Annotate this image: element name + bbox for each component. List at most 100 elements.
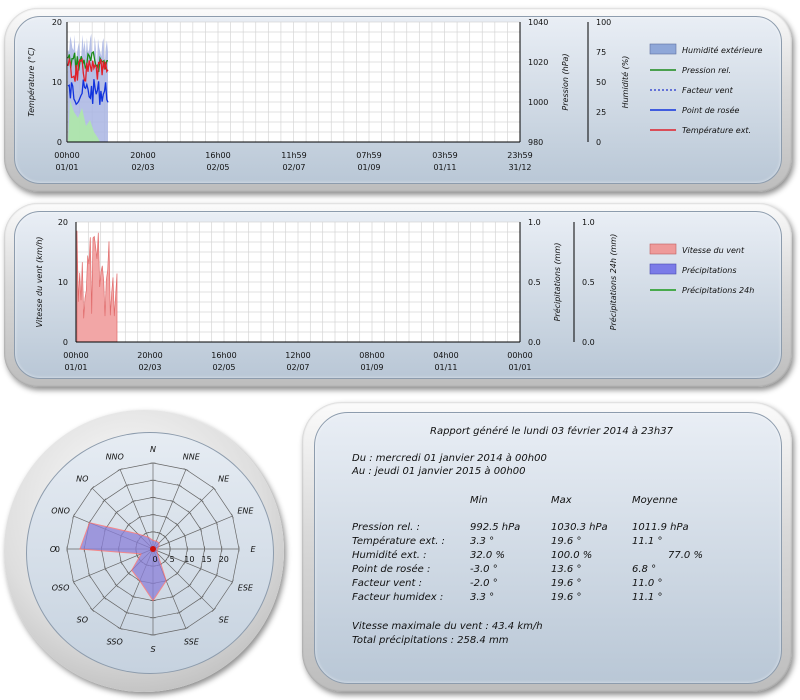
rose-direction-label: SE xyxy=(219,616,230,625)
rose-tick xyxy=(187,510,192,515)
rose-direction-label: NNE xyxy=(183,453,201,462)
rose-ring-label: 0 xyxy=(152,555,157,564)
rose-tick xyxy=(72,513,75,519)
legend-wind-label: Vitesse du vent xyxy=(682,246,745,255)
rose-tick xyxy=(124,611,130,614)
report-wind-max: Vitesse maximale du vent : 43.4 km/h xyxy=(352,621,543,632)
report-row-max: 19.6 ° xyxy=(551,536,582,547)
legend-wind-swatch xyxy=(649,243,677,255)
rose-spoke xyxy=(152,548,215,611)
chart2-x-date: 01/01 xyxy=(508,363,531,372)
rose-tick xyxy=(175,522,180,527)
chart1-yright-label: Humidité (%) xyxy=(620,56,630,109)
dewpoint-line xyxy=(67,79,109,106)
chart2-x-date: 01/09 xyxy=(360,363,383,372)
chart1-x-time: 11h59 xyxy=(281,151,306,160)
chart2-grid xyxy=(75,221,521,343)
rose-tick xyxy=(114,583,119,588)
rose-tick xyxy=(183,468,189,471)
rose-tick xyxy=(117,627,123,630)
legend-rain-label: Précipitations xyxy=(682,265,737,275)
chart1-ymid-tick: 980 xyxy=(528,138,543,147)
chart2-x-date: 02/07 xyxy=(286,363,309,372)
chart2-x-date: 02/05 xyxy=(212,363,235,372)
rose-ring-label: 15 xyxy=(202,555,212,564)
chart2-yleft-tick: 20 xyxy=(58,218,68,227)
chart2-x-ticks: 00h00 20h00 16h00 12h00 08h00 04h00 00h0… xyxy=(63,351,532,372)
chart2-yleft-label: Vitesse du vent (km/h) xyxy=(35,236,44,327)
legend-rain24-label: Précipitations 24h xyxy=(682,285,754,295)
rose-tick xyxy=(187,583,192,588)
report-row-avg: 6.8 ° xyxy=(632,564,657,575)
legend-temperature-label: Température ext. xyxy=(682,125,751,135)
report-total-rain: Total précipitations : 258.4 mm xyxy=(352,635,509,646)
report-row-avg: 77.0 % xyxy=(668,550,703,561)
report-header-min: Min xyxy=(470,495,488,506)
chart1-ymid-label: Pression (hPa) xyxy=(561,53,570,110)
chart2-yright-tick: 0.0 xyxy=(582,338,595,347)
rose-tick xyxy=(88,572,91,578)
rose-ring-label: 5 xyxy=(170,555,175,564)
chart2-x-time: 00h00 xyxy=(63,351,88,360)
chart2-yright-tick: 0.5 xyxy=(582,278,595,287)
rose-tick xyxy=(199,526,202,532)
rose-distribution-shape xyxy=(79,522,167,602)
rose-tick xyxy=(102,595,107,600)
rose-left-label: 0 xyxy=(55,545,60,554)
wind-rain-chart: 20 10 0 Vitesse du vent (km/h) 1.0 0.5 0… xyxy=(35,218,754,372)
rose-tick xyxy=(130,595,136,598)
legend-dewpoint-label: Point de rosée xyxy=(682,105,740,115)
chart2-legend: Vitesse du vent Précipitations Précipita… xyxy=(649,243,754,295)
rose-tick xyxy=(143,531,149,535)
report-row-avg: 11.1 ° xyxy=(632,592,663,603)
report-period-to: Au : jeudi 01 janvier 2015 à 00h00 xyxy=(352,466,526,477)
chart1-yright-tick: 100 xyxy=(596,18,611,27)
chart1-x-date: 01/01 xyxy=(55,163,78,172)
rose-tick xyxy=(130,500,136,503)
report-header-max: Max xyxy=(551,495,572,506)
chart1-yleft-tick: 20 xyxy=(52,18,62,27)
rose-tick xyxy=(167,553,171,559)
temperature-pressure-chart: 20 10 0 Température (°C) 1040 1020 1000 … xyxy=(26,18,763,172)
chart1-x-date: 01/09 xyxy=(357,163,380,172)
report-row-min: -2.0 ° xyxy=(470,578,498,589)
rose-tick xyxy=(90,607,95,612)
chart1-x-date: 02/07 xyxy=(282,163,305,172)
rose-tick xyxy=(176,484,182,487)
report-row-min: 3.3 ° xyxy=(470,536,495,547)
rose-spoke xyxy=(152,487,215,550)
rose-tick xyxy=(137,515,143,519)
rose-tick xyxy=(199,498,204,503)
chart2-yright-tick: 1.0 xyxy=(582,218,595,227)
rose-center xyxy=(150,546,156,552)
chart1-yright-tick: 0 xyxy=(596,138,601,147)
rose-direction-label: E xyxy=(250,545,256,554)
chart2-yleft-tick: 0 xyxy=(63,338,68,347)
chart1-yright-tick: 75 xyxy=(596,48,606,57)
report-row-max: 100.0 % xyxy=(551,550,593,561)
rose-tick xyxy=(90,486,95,491)
chart2-x-time: 16h00 xyxy=(211,351,236,360)
rose-tick xyxy=(117,468,123,471)
chart1-x-time: 00h00 xyxy=(54,151,79,160)
chart2-ymid-label: Précipitations (mm) xyxy=(552,243,562,322)
rose-tick xyxy=(183,627,189,630)
report-row-min: 3.3 ° xyxy=(470,592,495,603)
wind-speed-area xyxy=(76,230,118,343)
report-row-avg: 11.1 ° xyxy=(632,536,663,547)
chart1-yright-tick: 50 xyxy=(596,78,606,87)
rose-spoke xyxy=(119,469,154,550)
chart2-x-time: 12h00 xyxy=(285,351,310,360)
chart1-x-ticks: 00h00 20h00 16h00 11h59 07h59 03h59 23h5… xyxy=(54,151,532,172)
rose-tick xyxy=(163,534,168,539)
wind-rose-chart: N NNE NE ENE E ESE SE SSE S SSO SO OSO O ONO NO NNO 0 5 10… xyxy=(50,445,257,654)
rose-tick xyxy=(215,520,218,526)
wind-rose-labels: N NNE NE ENE E ESE SE SSE S SSO SO OSO O ONO NO NNO 0 5 10… xyxy=(50,445,257,654)
chart2-yleft-tick: 10 xyxy=(58,278,68,287)
report-row-avg: 1011.9 hPa xyxy=(632,522,689,533)
chart2-x-date: 01/11 xyxy=(434,363,457,372)
rose-tick xyxy=(170,500,176,503)
rose-tick xyxy=(199,566,202,572)
chart1-yright-tick: 25 xyxy=(596,108,606,117)
rose-tick xyxy=(119,559,123,565)
